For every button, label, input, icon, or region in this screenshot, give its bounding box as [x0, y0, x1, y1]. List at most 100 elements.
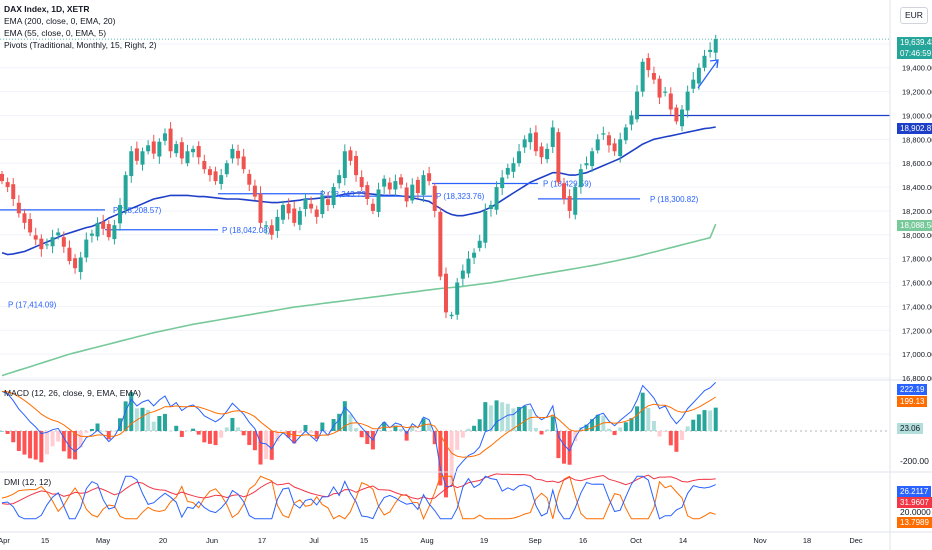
candle-body [33, 235, 38, 240]
macd-hist-bar [219, 431, 224, 438]
candle-body [696, 67, 701, 84]
macd-hist-bar [708, 410, 713, 431]
time-tick: 16 [579, 536, 587, 545]
macd-hist-bar [432, 431, 437, 445]
macd-hist-bar [44, 431, 49, 455]
price-tick: 17,600.00 [902, 279, 932, 288]
macd-hist-bar [528, 409, 533, 431]
price-tick: 18,400.00 [902, 183, 932, 192]
pivot-lines: P (18,208.57) P (18,042.08) P (18,343.73) P… [0, 38, 890, 310]
macd-hist-bar [146, 409, 151, 431]
macd-hist-bar [236, 427, 241, 431]
candle-body [387, 182, 392, 190]
price-tick: 18,000.00 [902, 231, 932, 240]
macd-hist-bar [73, 431, 78, 460]
candle-body [73, 258, 78, 269]
macd-hist-bar [5, 431, 10, 434]
candle-body [219, 175, 224, 184]
macd-title: MACD (12, 26, close, 9, EMA, EMA) [4, 388, 141, 398]
candle-body [258, 193, 263, 223]
candle-body [421, 175, 426, 195]
macd-hist-bar [533, 427, 538, 431]
macd-hist-bar [567, 431, 572, 465]
macd-hist-bar [415, 431, 420, 433]
macd-hist-bar [696, 414, 701, 431]
pivot-label: P (18,300.82) [650, 195, 699, 204]
candle-body [320, 195, 325, 215]
macd-hist-bar [67, 431, 72, 459]
candle-body [584, 163, 589, 166]
macd-hist-bar [247, 431, 252, 445]
candle-body [241, 156, 246, 170]
candle-body [84, 239, 89, 258]
macd-hist-bar [404, 431, 409, 441]
macd-hist-bar [348, 414, 353, 431]
macd-hist-bar [438, 431, 443, 486]
candle-body [28, 219, 33, 233]
candle-body [376, 189, 381, 212]
price-tick: 17,200.00 [902, 326, 932, 335]
macd-hist-bar [252, 431, 257, 451]
macd-hist-bar [22, 431, 27, 455]
candle-body [663, 91, 668, 93]
macd-hist-bar [196, 431, 201, 435]
macd-hist-bar [685, 426, 690, 431]
candle-body [595, 139, 600, 151]
candle-body [657, 78, 662, 98]
macd-hist-bar [556, 431, 561, 459]
macd-hist-bar [562, 431, 566, 464]
macd-hist-bar [455, 431, 460, 450]
macd-hist-bar [258, 431, 263, 465]
countdown-badge: 07:46:59 [897, 48, 932, 59]
macd-hist-bar [500, 402, 505, 431]
pivot-label: P (18,208.57) [113, 206, 162, 215]
macd-hist-bar [168, 430, 173, 432]
macd-hist-bar [39, 431, 44, 463]
candle-body [123, 175, 128, 210]
candle-body [303, 199, 308, 210]
candle-body [56, 232, 61, 236]
price-tick: 18,200.00 [902, 207, 932, 216]
macd-hist-bar [590, 419, 595, 431]
candle-body [562, 183, 566, 199]
macd-hist-bar [264, 431, 269, 460]
macd-hist-bar [460, 431, 465, 438]
macd-hist-bar [292, 431, 297, 444]
candle-body [573, 187, 578, 215]
macd-hist-bar [112, 430, 117, 432]
candle-body [61, 237, 66, 247]
macd-hist-bar [224, 427, 229, 431]
macd-hist-bar [269, 431, 274, 460]
candle-body [151, 141, 156, 154]
macd-hist-bar [354, 428, 359, 431]
price-tick: 16,800.00 [902, 374, 932, 383]
candle-body [337, 175, 342, 184]
macd-hist-bar [207, 431, 212, 444]
candle-body [578, 169, 583, 188]
currency-label[interactable]: EUR [900, 7, 928, 24]
candle-body [365, 185, 370, 199]
candle-body [342, 151, 347, 178]
candle-body [230, 148, 235, 159]
price-tick: 19,000.00 [902, 111, 932, 120]
macd-hist-bar [680, 431, 685, 441]
macd-badge: 222.19 [897, 384, 928, 395]
price-tick: 18,600.00 [902, 159, 932, 168]
candle-body [5, 182, 10, 188]
candle-body [354, 156, 359, 176]
candle-body [443, 273, 448, 313]
candle-body [309, 203, 314, 209]
candle-body [89, 233, 94, 236]
signal-line [1, 390, 716, 458]
macd-hist-bar [612, 431, 617, 436]
macd-hist-bar [89, 429, 94, 431]
candle-body [500, 177, 505, 189]
macd-hist-bar [410, 426, 415, 431]
candle-body [393, 181, 398, 190]
candle-body [460, 270, 465, 279]
macd-hist-bar [230, 418, 235, 431]
candle-body [415, 179, 420, 194]
macd-hist-bar [95, 423, 100, 431]
macd-hist-bar [309, 431, 314, 433]
